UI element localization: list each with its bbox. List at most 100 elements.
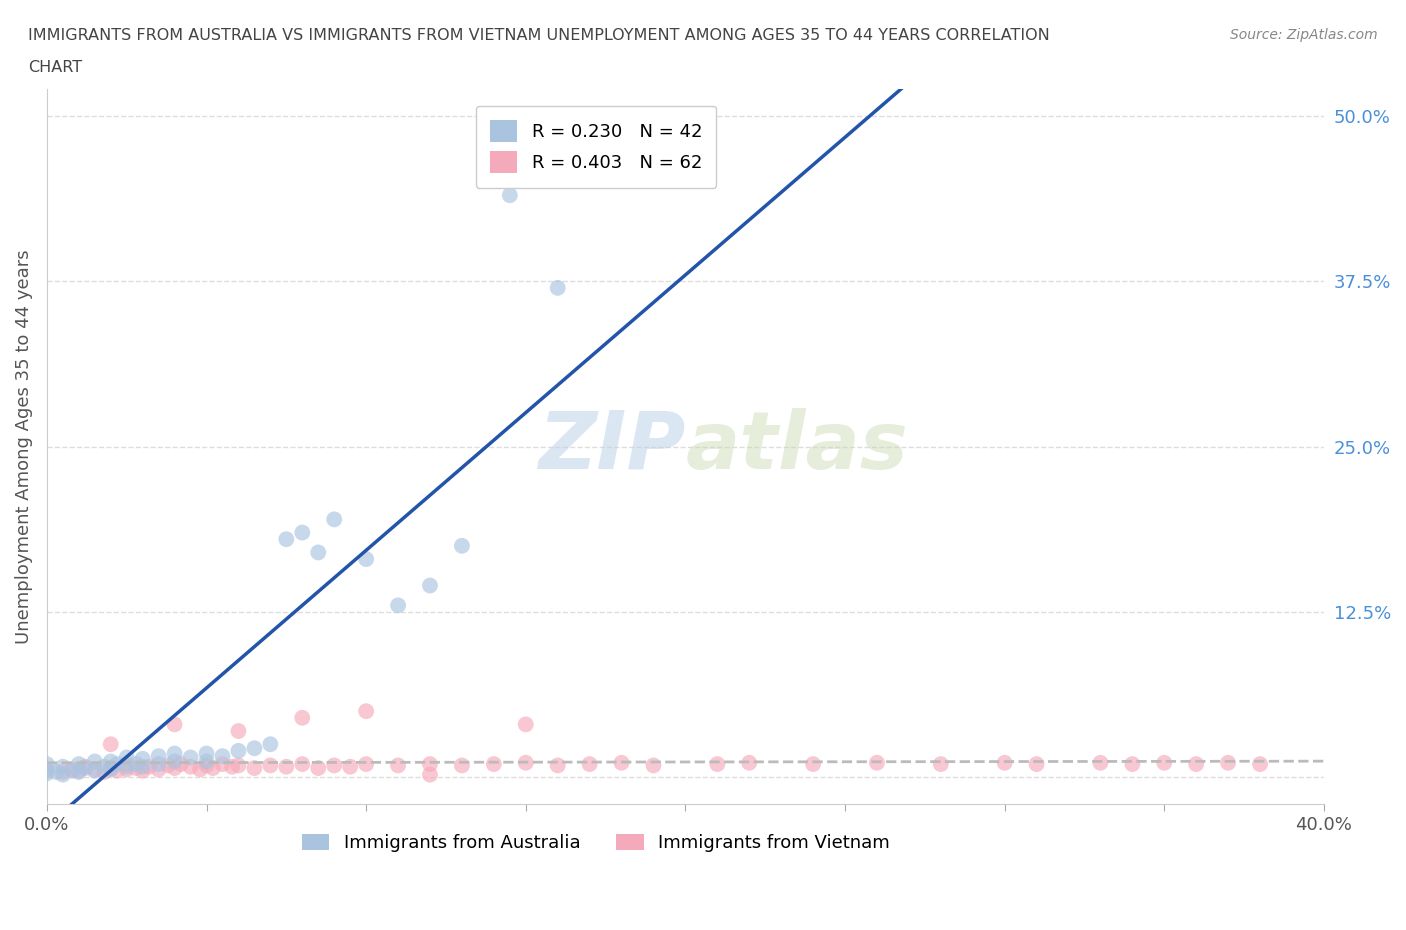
- Point: [1025, 757, 1047, 772]
- Point: [228, 758, 250, 773]
- Point: [1185, 757, 1208, 772]
- Point: [67, 764, 90, 779]
- Point: [228, 724, 250, 738]
- Point: [35, 764, 58, 778]
- Point: [419, 757, 441, 772]
- Point: [221, 759, 243, 774]
- Point: [83, 754, 105, 769]
- Point: [75, 761, 97, 776]
- Point: [52, 767, 75, 782]
- Point: [866, 755, 889, 770]
- Point: [163, 761, 186, 776]
- Point: [323, 512, 346, 526]
- Point: [62, 764, 84, 778]
- Point: [211, 757, 233, 772]
- Point: [115, 762, 138, 777]
- Text: CHART: CHART: [28, 60, 82, 75]
- Text: atlas: atlas: [685, 407, 908, 485]
- Point: [419, 578, 441, 593]
- Point: [67, 757, 90, 772]
- Point: [419, 767, 441, 782]
- Text: ZIP: ZIP: [538, 407, 685, 485]
- Point: [195, 758, 218, 773]
- Point: [1153, 755, 1175, 770]
- Point: [115, 757, 138, 772]
- Point: [163, 754, 186, 769]
- Point: [148, 762, 170, 777]
- Point: [211, 749, 233, 764]
- Point: [131, 764, 153, 778]
- Point: [180, 759, 202, 774]
- Point: [131, 751, 153, 766]
- Point: [1216, 755, 1239, 770]
- Point: [163, 746, 186, 761]
- Point: [738, 755, 761, 770]
- Point: [259, 758, 281, 773]
- Point: [195, 746, 218, 761]
- Point: [100, 762, 122, 777]
- Point: [354, 551, 377, 566]
- Point: [243, 761, 266, 776]
- Point: [1090, 755, 1112, 770]
- Point: [100, 761, 122, 776]
- Point: [515, 755, 537, 770]
- Point: [499, 188, 522, 203]
- Point: [387, 598, 409, 613]
- Point: [180, 750, 202, 764]
- Point: [228, 743, 250, 758]
- Point: [291, 525, 314, 540]
- Point: [515, 717, 537, 732]
- Text: IMMIGRANTS FROM AUSTRALIA VS IMMIGRANTS FROM VIETNAM UNEMPLOYMENT AMONG AGES 35 : IMMIGRANTS FROM AUSTRALIA VS IMMIGRANTS …: [28, 28, 1050, 43]
- Point: [35, 762, 58, 777]
- Point: [195, 754, 218, 769]
- Point: [323, 758, 346, 773]
- Point: [307, 761, 329, 776]
- Point: [138, 759, 160, 774]
- Point: [354, 704, 377, 719]
- Point: [83, 764, 105, 778]
- Point: [243, 741, 266, 756]
- Point: [291, 711, 314, 725]
- Point: [354, 757, 377, 772]
- Point: [52, 764, 75, 779]
- Point: [929, 757, 952, 772]
- Point: [578, 757, 600, 772]
- Point: [115, 759, 138, 774]
- Point: [125, 757, 148, 772]
- Point: [35, 757, 58, 772]
- Point: [451, 538, 474, 553]
- Point: [52, 759, 75, 774]
- Point: [62, 762, 84, 777]
- Point: [131, 759, 153, 774]
- Point: [93, 764, 115, 779]
- Point: [125, 761, 148, 776]
- Point: [259, 737, 281, 751]
- Point: [170, 757, 193, 772]
- Point: [339, 759, 361, 774]
- Point: [105, 764, 128, 778]
- Legend: Immigrants from Australia, Immigrants from Vietnam: Immigrants from Australia, Immigrants fr…: [295, 827, 897, 859]
- Point: [100, 754, 122, 769]
- Point: [801, 757, 824, 772]
- Point: [307, 545, 329, 560]
- Point: [45, 764, 67, 779]
- Point: [451, 758, 474, 773]
- Point: [610, 755, 633, 770]
- Point: [75, 759, 97, 774]
- Point: [482, 757, 505, 772]
- Point: [643, 758, 665, 773]
- Point: [188, 762, 211, 777]
- Point: [201, 761, 224, 776]
- Point: [276, 532, 298, 547]
- Point: [93, 759, 115, 774]
- Point: [157, 758, 180, 773]
- Point: [35, 766, 58, 781]
- Point: [1249, 757, 1271, 772]
- Point: [706, 757, 728, 772]
- Point: [100, 737, 122, 751]
- Text: Source: ZipAtlas.com: Source: ZipAtlas.com: [1230, 28, 1378, 42]
- Point: [83, 762, 105, 777]
- Y-axis label: Unemployment Among Ages 35 to 44 years: Unemployment Among Ages 35 to 44 years: [15, 249, 32, 644]
- Point: [291, 757, 314, 772]
- Point: [547, 758, 569, 773]
